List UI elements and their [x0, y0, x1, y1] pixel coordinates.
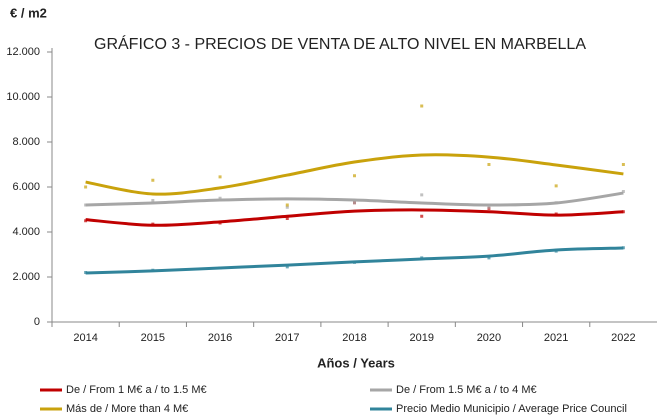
data-point	[218, 196, 222, 200]
data-point	[621, 163, 625, 166]
data-point	[151, 199, 155, 202]
legend-label: De / From 1.5 M€ a / to 4 M€	[396, 384, 537, 396]
y-tick-label: 0	[34, 316, 40, 328]
x-tick-label: 2019	[409, 332, 433, 344]
data-point	[151, 178, 155, 182]
data-point	[420, 193, 424, 197]
data-point	[420, 104, 424, 108]
x-tick-label: 2022	[611, 332, 635, 344]
data-point	[285, 205, 289, 209]
legend-label: Precio Medio Municipio / Average Price C…	[396, 403, 627, 415]
data-point	[84, 185, 88, 189]
data-point	[285, 265, 289, 269]
trend-line	[85, 208, 624, 227]
x-tick-label: 2014	[73, 332, 97, 344]
x-tick-label: 2017	[275, 332, 299, 344]
data-point	[487, 205, 491, 209]
y-tick-label: 8.000	[12, 136, 40, 148]
chart-title: GRÁFICO 3 - PRECIOS DE VENTA DE ALTO NIV…	[94, 34, 586, 53]
data-point	[487, 256, 491, 260]
trend-line	[85, 153, 624, 196]
data-point	[353, 174, 356, 178]
data-point	[487, 163, 491, 166]
data-point	[353, 201, 356, 205]
trend-line	[85, 246, 624, 275]
y-tick-label: 6.000	[12, 181, 40, 193]
y-tick-label: 12.000	[6, 46, 40, 58]
x-tick-label: 2021	[544, 332, 568, 344]
x-tick-label: 2018	[342, 332, 366, 344]
y-tick-label: 10.000	[6, 91, 40, 103]
data-point	[621, 190, 625, 193]
data-point	[420, 214, 424, 218]
data-point	[285, 203, 289, 207]
data-point	[285, 217, 289, 220]
data-point	[218, 175, 222, 179]
x-tick-label: 2020	[477, 332, 501, 344]
data-point	[621, 246, 625, 250]
legend-label: De / From 1 M€ a / to 1.5 M€	[66, 384, 207, 396]
x-tick-label: 2015	[141, 332, 165, 344]
data-point	[554, 184, 558, 188]
x-axis-label: Años / Years	[317, 355, 395, 370]
y-tick-label: 2.000	[12, 271, 40, 283]
legend-label: Más de / More than 4 M€	[66, 403, 188, 415]
x-tick-label: 2016	[208, 332, 232, 344]
y-axis-label: € / m2	[10, 5, 47, 20]
trend-line	[85, 191, 624, 207]
y-tick-label: 4.000	[12, 226, 40, 238]
